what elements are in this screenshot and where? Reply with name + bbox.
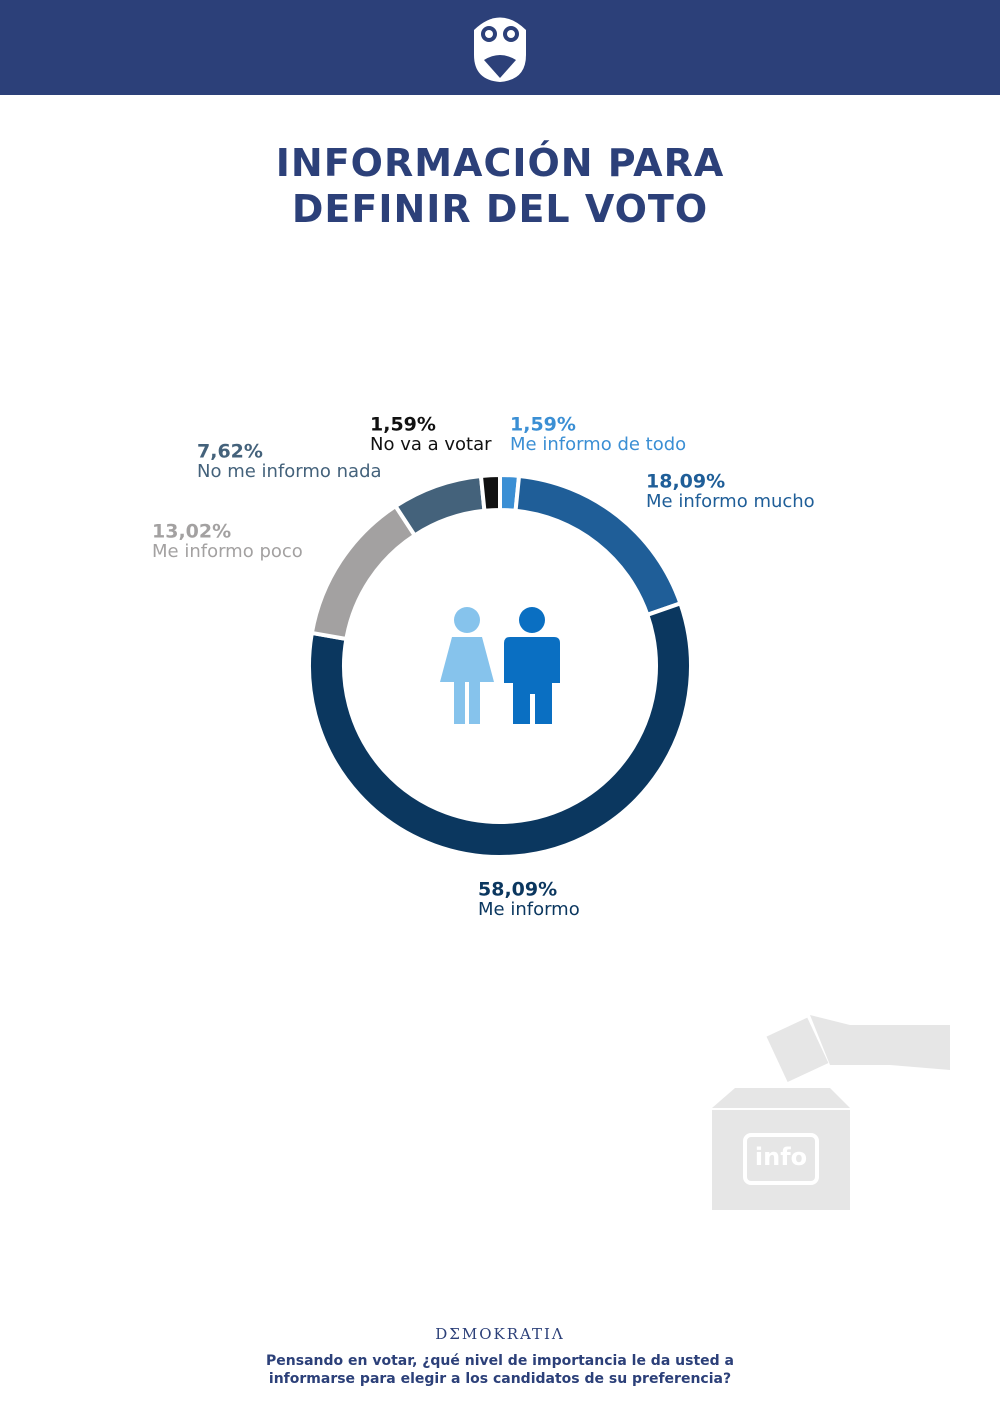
chart-title: INFORMACIÓN PARA DEFINIR DEL VOTO — [275, 141, 725, 231]
value-label: 1,59% — [370, 414, 436, 436]
owl-logo — [474, 17, 526, 82]
question: Pensando en votar, ¿qué nivel de importa… — [266, 1353, 734, 1387]
donut-segment — [309, 503, 418, 642]
value-label: 58,09% — [478, 879, 557, 901]
category-label: Me informo de todo — [510, 434, 686, 455]
donut-segment — [478, 472, 502, 513]
ballot-illustration: info — [712, 1015, 950, 1210]
people-icon — [440, 607, 560, 724]
value-label: 1,59% — [510, 414, 576, 436]
category-label: Me informo — [478, 899, 580, 920]
brand: DΣMOKRATIΛ — [435, 1325, 565, 1343]
category-label: Me informo poco — [152, 541, 303, 562]
ballot-text: info — [755, 1143, 807, 1171]
category-label: Me informo mucho — [646, 491, 815, 512]
category-label: No va a votar — [370, 434, 492, 455]
donut — [307, 472, 693, 859]
donut-segment — [392, 473, 487, 539]
category-label: No me informo nada — [197, 461, 382, 482]
donut-segment — [307, 600, 693, 859]
value-label: 13,02% — [152, 521, 231, 543]
value-label: 7,62% — [197, 441, 263, 463]
value-label: 18,09% — [646, 471, 725, 493]
